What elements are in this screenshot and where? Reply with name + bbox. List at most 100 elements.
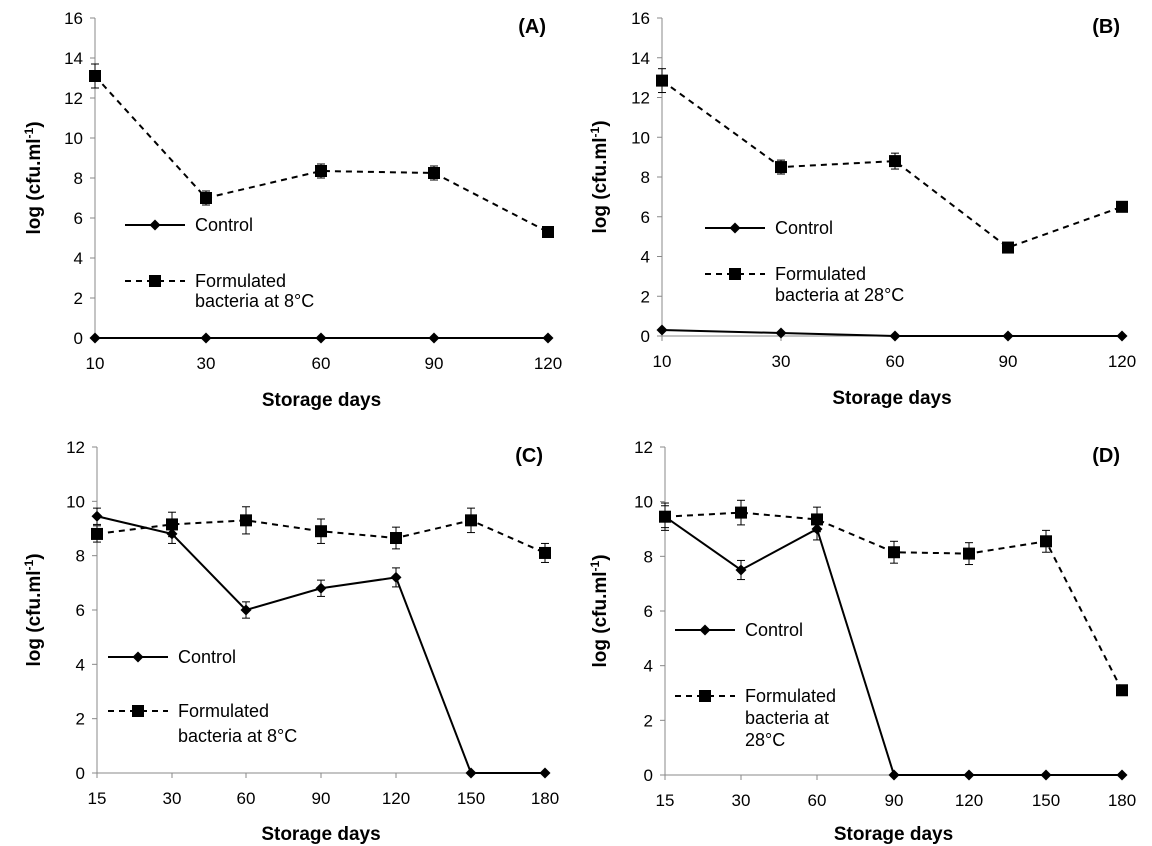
y-tick-label: 4 bbox=[74, 249, 83, 268]
y-tick-label: 4 bbox=[76, 655, 85, 674]
chart-panel-d: 0 2 4 6 8 10 12 15 30 60 90 120 150 180 Storage days lo… bbox=[588, 438, 1136, 845]
data-point bbox=[465, 514, 477, 527]
x-tick-label: 60 bbox=[808, 791, 827, 810]
data-point bbox=[659, 510, 671, 523]
legend-label: bacteria at bbox=[745, 708, 829, 728]
legend-label: Control bbox=[178, 647, 236, 667]
chart-panel-c: 0 2 4 6 8 10 12 15 30 60 90 120 150 180 Storage days lo… bbox=[22, 438, 559, 845]
legend-marker bbox=[729, 268, 741, 280]
x-axis-title: Storage days bbox=[262, 390, 381, 411]
legend-item-control: Control bbox=[705, 218, 833, 238]
data-point bbox=[775, 327, 787, 339]
data-point bbox=[888, 546, 900, 559]
chart-panel-b: 0 2 4 6 8 10 12 14 16 10 30 60 90 120 Storage days log … bbox=[588, 9, 1136, 409]
data-point bbox=[315, 332, 327, 344]
x-tick-label: 30 bbox=[197, 354, 216, 373]
y-tick-label: 6 bbox=[641, 208, 650, 227]
series-formulated bbox=[659, 499, 1128, 697]
y-tick-label: 8 bbox=[76, 547, 85, 566]
x-tick-label: 15 bbox=[88, 789, 107, 808]
data-point bbox=[1116, 200, 1128, 213]
series-line bbox=[94, 75, 549, 233]
data-point bbox=[735, 506, 747, 519]
legend-marker bbox=[132, 705, 144, 717]
legend-label: Control bbox=[195, 215, 253, 235]
legend-marker bbox=[149, 275, 161, 287]
x-tick-label: 120 bbox=[955, 791, 983, 810]
x-tick-label: 120 bbox=[534, 354, 562, 373]
data-point bbox=[1116, 330, 1128, 342]
y-tick-label: 0 bbox=[76, 764, 85, 783]
y-tick-label: 12 bbox=[66, 438, 85, 457]
legend-label: Formulated bbox=[178, 701, 269, 721]
data-point bbox=[200, 332, 212, 344]
legend-marker bbox=[132, 651, 144, 663]
series-formulated bbox=[89, 63, 554, 238]
x-axis-title: Storage days bbox=[261, 824, 380, 845]
x-tick-label: 150 bbox=[457, 789, 485, 808]
x-tick-label: 90 bbox=[885, 791, 904, 810]
legend-label: Control bbox=[745, 620, 803, 640]
x-tick-label: 90 bbox=[312, 789, 331, 808]
y-tick-label: 6 bbox=[644, 602, 653, 621]
x-tick-label: 90 bbox=[999, 352, 1018, 371]
y-tick-label: 8 bbox=[74, 169, 83, 188]
y-tick-label: 16 bbox=[631, 9, 650, 28]
x-tick-label: 10 bbox=[86, 354, 105, 373]
y-axis-title: log (cfu.ml-1) bbox=[588, 554, 611, 667]
data-point bbox=[91, 510, 103, 522]
x-tick-label: 120 bbox=[1108, 352, 1136, 371]
data-point bbox=[1002, 241, 1014, 254]
legend-label: Control bbox=[775, 218, 833, 238]
legend-marker bbox=[699, 690, 711, 702]
series-line bbox=[664, 511, 1123, 691]
data-point bbox=[91, 527, 103, 540]
data-point bbox=[89, 332, 101, 344]
legend-label: bacteria at 28°C bbox=[775, 285, 904, 305]
y-axis-title: log (cfu.ml-1) bbox=[588, 120, 611, 233]
x-tick-label: 10 bbox=[653, 352, 672, 371]
data-point bbox=[390, 532, 402, 545]
legend-marker bbox=[699, 624, 711, 636]
y-tick-label: 2 bbox=[644, 711, 653, 730]
data-point bbox=[889, 155, 901, 168]
panel-label: (A) bbox=[518, 16, 546, 38]
x-axis-title: Storage days bbox=[834, 824, 953, 845]
y-tick-label: 8 bbox=[644, 547, 653, 566]
y-tick-label: 2 bbox=[76, 710, 85, 729]
panel-label: (D) bbox=[1092, 445, 1120, 467]
data-point bbox=[735, 564, 747, 576]
data-point bbox=[963, 769, 975, 781]
data-point bbox=[656, 74, 668, 87]
panel-label: (C) bbox=[515, 445, 543, 467]
x-tick-label: 150 bbox=[1032, 791, 1060, 810]
y-tick-label: 2 bbox=[74, 289, 83, 308]
y-axis-title: log (cfu.ml-1) bbox=[22, 553, 45, 666]
x-axis-title: Storage days bbox=[832, 388, 951, 409]
y-tick-label: 2 bbox=[641, 287, 650, 306]
series-formulated bbox=[656, 68, 1128, 254]
legend-item-control: Control bbox=[675, 620, 803, 640]
data-point bbox=[963, 547, 975, 560]
y-tick-label: 8 bbox=[641, 168, 650, 187]
x-tick-label: 60 bbox=[237, 789, 256, 808]
x-tick-label: 90 bbox=[425, 354, 444, 373]
legend-item-control: Control bbox=[108, 647, 236, 667]
data-point bbox=[539, 546, 551, 559]
data-point bbox=[390, 571, 402, 583]
legend-label: Formulated bbox=[745, 686, 836, 706]
legend-label: bacteria at 8°C bbox=[195, 291, 314, 311]
data-point bbox=[1116, 769, 1128, 781]
y-tick-label: 0 bbox=[641, 327, 650, 346]
data-point bbox=[428, 167, 440, 179]
data-point bbox=[89, 70, 101, 82]
y-tick-label: 0 bbox=[644, 766, 653, 785]
x-tick-label: 120 bbox=[382, 789, 410, 808]
y-tick-label: 12 bbox=[631, 89, 650, 108]
panel-label: (B) bbox=[1092, 16, 1120, 38]
data-point bbox=[542, 226, 554, 238]
